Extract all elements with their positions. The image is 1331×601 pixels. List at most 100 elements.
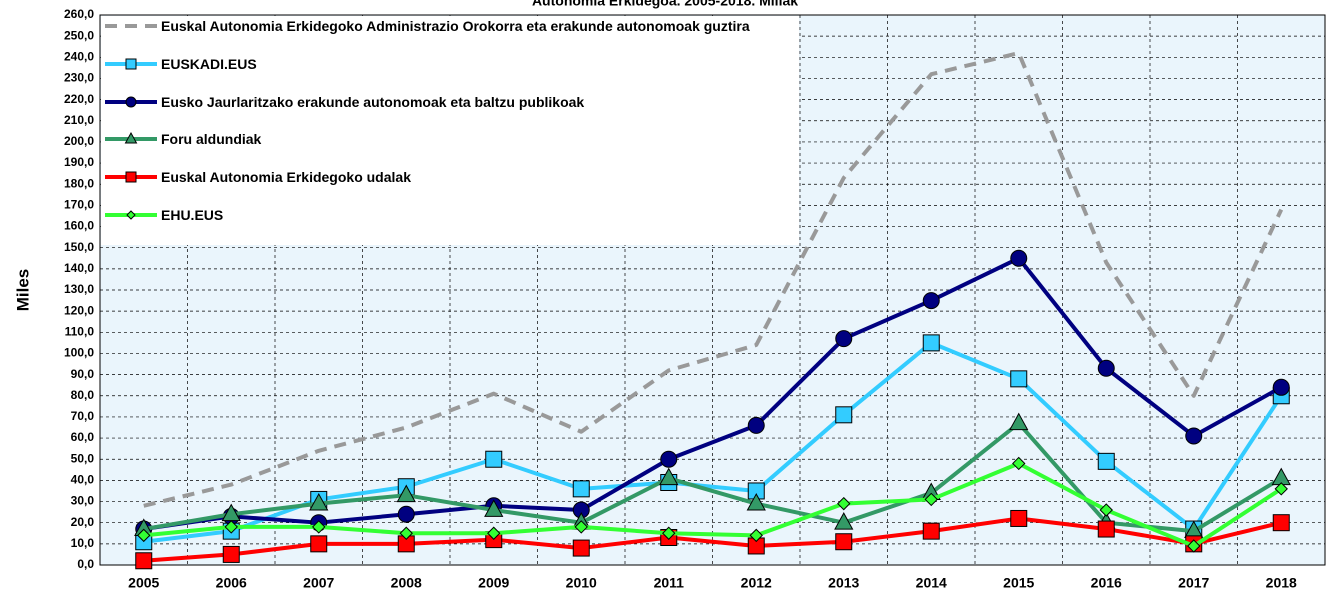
legend-item: Euskal Autonomia Erkidegoko udalak [101,169,751,185]
series-line [143,421,1283,534]
y-tick-label: 200,0 [64,134,94,148]
marker [572,539,590,557]
marker [1097,359,1115,377]
marker [574,520,588,534]
legend-item: Eusko Jaurlaritzako erakunde autonomoak … [101,94,751,110]
marker [835,330,853,348]
y-tick-label: 80,0 [71,388,95,402]
legend-symbol [105,24,157,28]
x-tick-label: 2017 [1178,575,1209,591]
y-tick-label: 110,0 [65,324,95,338]
plot-border [99,14,1326,566]
marker [485,450,503,468]
legend-item: Foru aldundiak [101,131,751,147]
y-tick-label: 250,0 [64,28,94,42]
legend-label: Foru aldundiak [161,131,262,147]
marker [922,334,940,352]
marker [1012,456,1026,471]
y-tick-label: 210,0 [64,113,94,127]
legend-label: Eusko Jaurlaritzako erakunde autonomoak … [161,94,585,110]
marker [397,505,415,523]
marker [125,171,137,183]
chart-title: Autonomia Erkidegoa. 2005-2018. Miliak [532,0,798,9]
legend-item: EUSKADI.EUS [101,56,751,72]
marker [1272,378,1290,396]
y-tick-label: 130,0 [64,282,94,296]
marker [125,96,137,108]
y-tick-label: 40,0 [71,473,95,487]
y-tick-label: 240,0 [64,49,94,63]
legend-symbol [105,96,157,108]
marker [659,467,679,486]
marker [1272,514,1290,532]
legend-label: Euskal Autonomia Erkidegoko udalak [161,169,411,185]
legend-symbol [105,58,157,70]
series-line [143,256,1283,532]
x-tick-label: 2008 [391,575,422,591]
marker [1185,427,1203,445]
legend-label: EHU.EUS [161,207,224,223]
marker [924,492,938,507]
y-tick-label: 170,0 [64,198,94,212]
marker [922,292,940,310]
marker [1097,452,1115,470]
marker [137,528,151,543]
y-tick-label: 70,0 [71,409,95,423]
marker [224,520,238,534]
y-tick-label: 180,0 [64,176,94,190]
marker [1099,503,1113,517]
x-tick-label: 2013 [828,575,859,591]
y-tick-label: 260,0 [64,7,94,21]
marker [746,493,766,511]
x-tick-label: 2011 [654,575,685,591]
series-line [143,461,1283,548]
legend-label: EUSKADI.EUS [161,56,257,72]
marker [749,528,763,543]
y-tick-label: 50,0 [71,451,95,465]
y-tick-label: 140,0 [64,261,94,275]
marker [310,535,328,553]
marker [126,210,136,220]
marker [660,450,678,468]
y-tick-label: 230,0 [64,71,94,85]
y-tick-label: 30,0 [71,494,95,508]
y-tick-label: 60,0 [71,430,95,444]
marker [396,484,416,503]
marker [124,131,138,144]
x-tick-label: 2009 [478,575,509,591]
y-tick-label: 10,0 [71,536,95,550]
y-tick-label: 150,0 [64,240,94,254]
marker [835,406,853,424]
marker [1010,249,1028,267]
marker [662,526,676,540]
x-tick-label: 2005 [128,575,159,591]
legend-label: Euskal Autonomia Erkidegoko Administrazi… [161,18,750,34]
legend-item: Euskal Autonomia Erkidegoko Administrazi… [101,18,751,34]
x-tick-label: 2006 [216,575,247,591]
x-tick-label: 2016 [1091,575,1122,591]
legend-symbol [105,171,157,183]
y-tick-label: 90,0 [71,367,95,381]
marker [487,526,501,540]
y-tick-label: 190,0 [64,155,94,169]
legend-symbol [105,131,157,144]
series-line [143,51,1284,508]
y-axis-label: Miles [13,269,32,312]
x-tick-label: 2018 [1266,575,1297,591]
marker [834,512,854,530]
x-tick-label: 2012 [741,575,772,591]
series-line [143,340,1283,544]
y-tick-label: 100,0 [64,346,94,360]
marker [835,533,853,551]
marker [484,499,504,517]
marker [312,520,326,534]
legend: Euskal Autonomia Erkidegoko Administrazi… [101,16,799,245]
x-tick-label: 2014 [916,575,947,591]
marker [837,496,851,511]
y-tick-label: 20,0 [71,515,95,529]
marker [1187,539,1201,553]
x-tick-label: 2015 [1003,575,1034,591]
y-tick-label: 220,0 [64,92,94,106]
marker [125,58,137,70]
